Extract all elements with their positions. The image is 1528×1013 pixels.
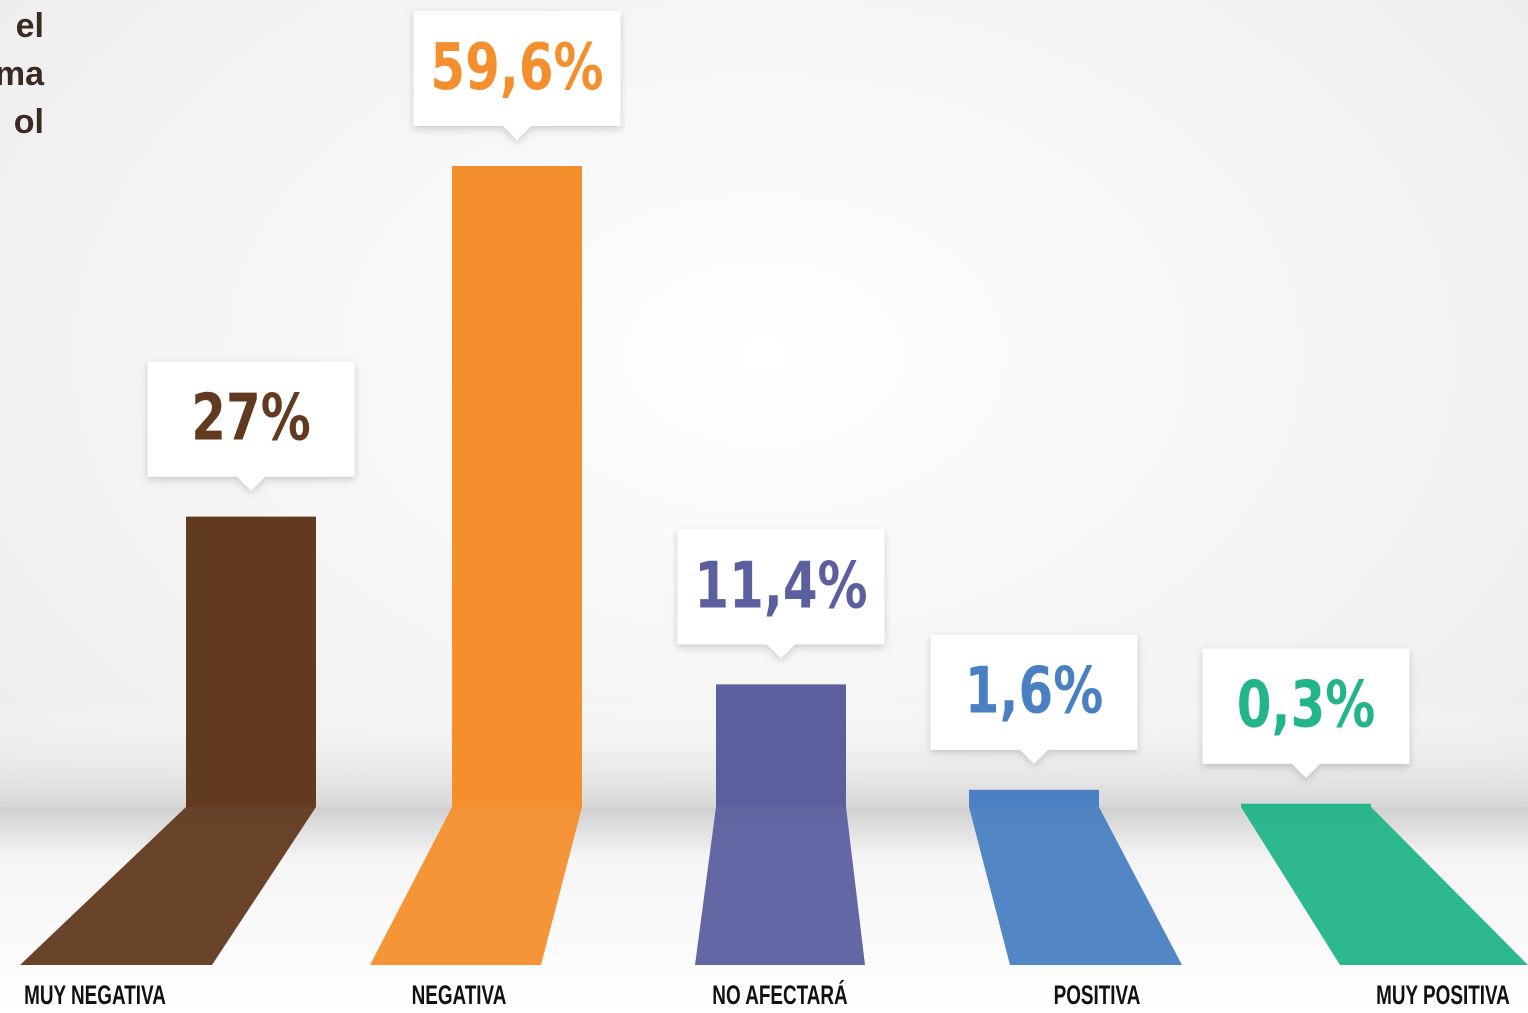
title-fragment: ma (0, 55, 45, 93)
category-label: POSITIVA (1054, 980, 1141, 1010)
bar-shadow (1241, 807, 1528, 965)
value-label: 59,6% (430, 30, 603, 105)
bar-shadow (20, 807, 316, 965)
bar-shadow (969, 807, 1182, 965)
bar (186, 516, 316, 807)
category-label: NO AFECTARÁ (712, 979, 848, 1010)
title-fragment: ol (14, 103, 44, 141)
bar-shadow (695, 807, 865, 965)
value-label-box (413, 11, 621, 140)
bar (452, 166, 582, 807)
category-label: MUY NEGATIVA (24, 980, 166, 1010)
value-label: 27% (191, 380, 310, 455)
bar (1241, 803, 1371, 807)
category-label: MUY POSITIVA (1376, 980, 1510, 1010)
value-label-box (1202, 648, 1410, 778)
value-label-box (930, 634, 1138, 764)
value-label-box (147, 361, 355, 491)
bar-shadow (370, 807, 582, 965)
value-label-box (677, 529, 885, 659)
bar (716, 684, 846, 807)
value-label: 0,3% (1237, 668, 1375, 743)
value-label: 11,4% (694, 548, 867, 623)
title-fragment: el (16, 7, 44, 45)
category-label: NEGATIVA (412, 980, 507, 1010)
value-label: 1,6% (965, 654, 1103, 729)
bar (969, 789, 1099, 807)
